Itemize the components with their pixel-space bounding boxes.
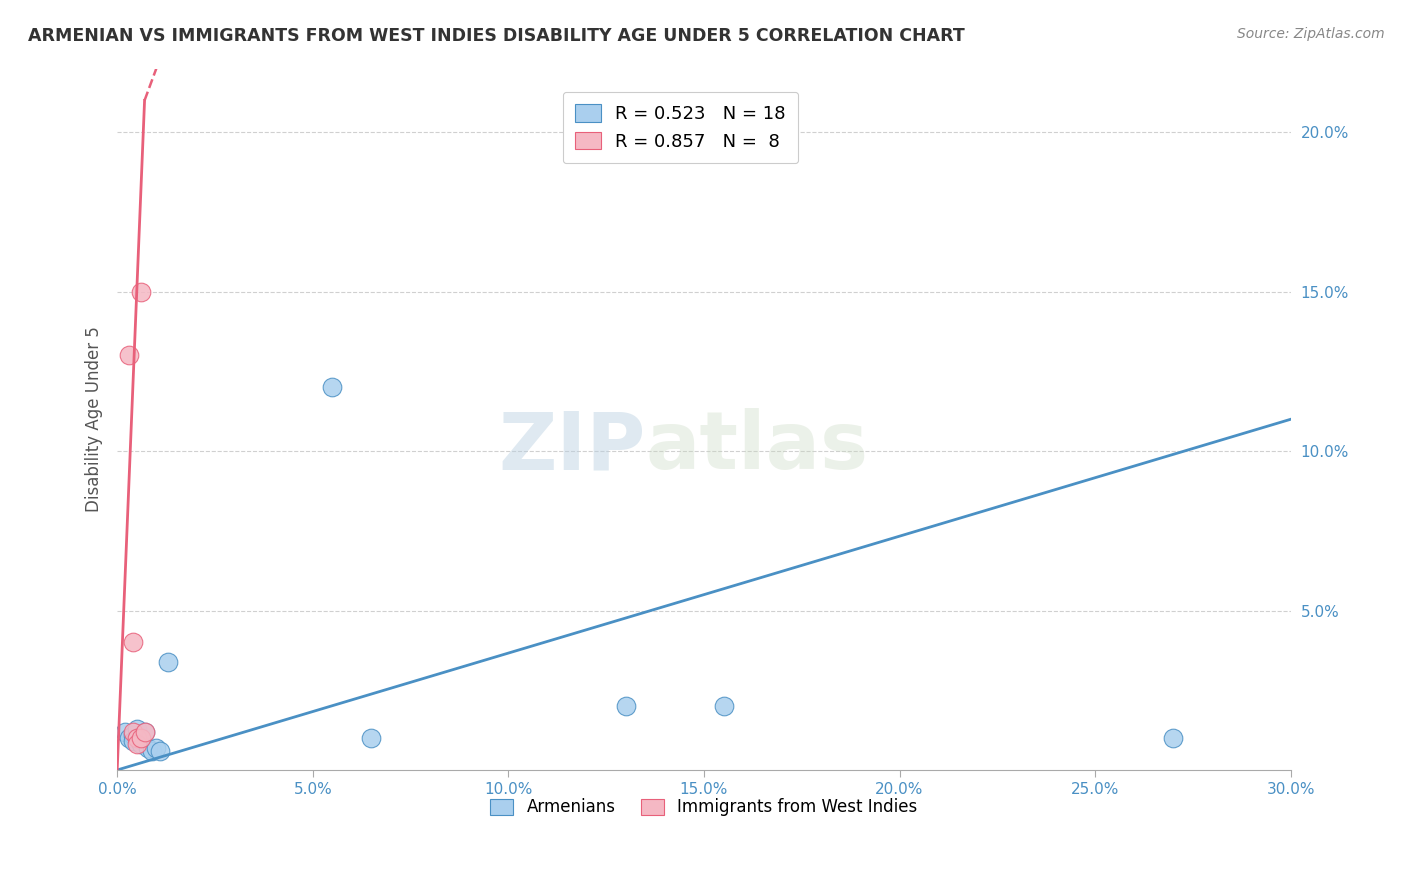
- Point: [121, 635, 143, 649]
- Point: [141, 744, 163, 758]
- Point: [118, 349, 141, 363]
- Point: [134, 724, 156, 739]
- Point: [134, 724, 156, 739]
- Point: [118, 731, 141, 745]
- Point: [121, 724, 143, 739]
- Point: [713, 699, 735, 714]
- Point: [145, 740, 167, 755]
- Point: [138, 740, 160, 755]
- Text: ZIP: ZIP: [498, 409, 645, 486]
- Text: ARMENIAN VS IMMIGRANTS FROM WEST INDIES DISABILITY AGE UNDER 5 CORRELATION CHART: ARMENIAN VS IMMIGRANTS FROM WEST INDIES …: [28, 27, 965, 45]
- Text: Source: ZipAtlas.com: Source: ZipAtlas.com: [1237, 27, 1385, 41]
- Y-axis label: Disability Age Under 5: Disability Age Under 5: [86, 326, 103, 512]
- Point: [149, 744, 172, 758]
- Text: atlas: atlas: [645, 409, 869, 486]
- Point: [125, 722, 148, 736]
- Point: [114, 724, 136, 739]
- Legend: Armenians, Immigrants from West Indies: Armenians, Immigrants from West Indies: [482, 790, 927, 825]
- Point: [157, 655, 180, 669]
- Point: [125, 731, 148, 745]
- Point: [1163, 731, 1185, 745]
- Point: [360, 731, 382, 745]
- Point: [321, 380, 343, 394]
- Point: [129, 285, 152, 299]
- Point: [125, 738, 148, 752]
- Point: [614, 699, 637, 714]
- Point: [121, 728, 143, 742]
- Point: [129, 738, 152, 752]
- Point: [129, 731, 152, 745]
- Point: [121, 734, 143, 748]
- Point: [125, 731, 148, 745]
